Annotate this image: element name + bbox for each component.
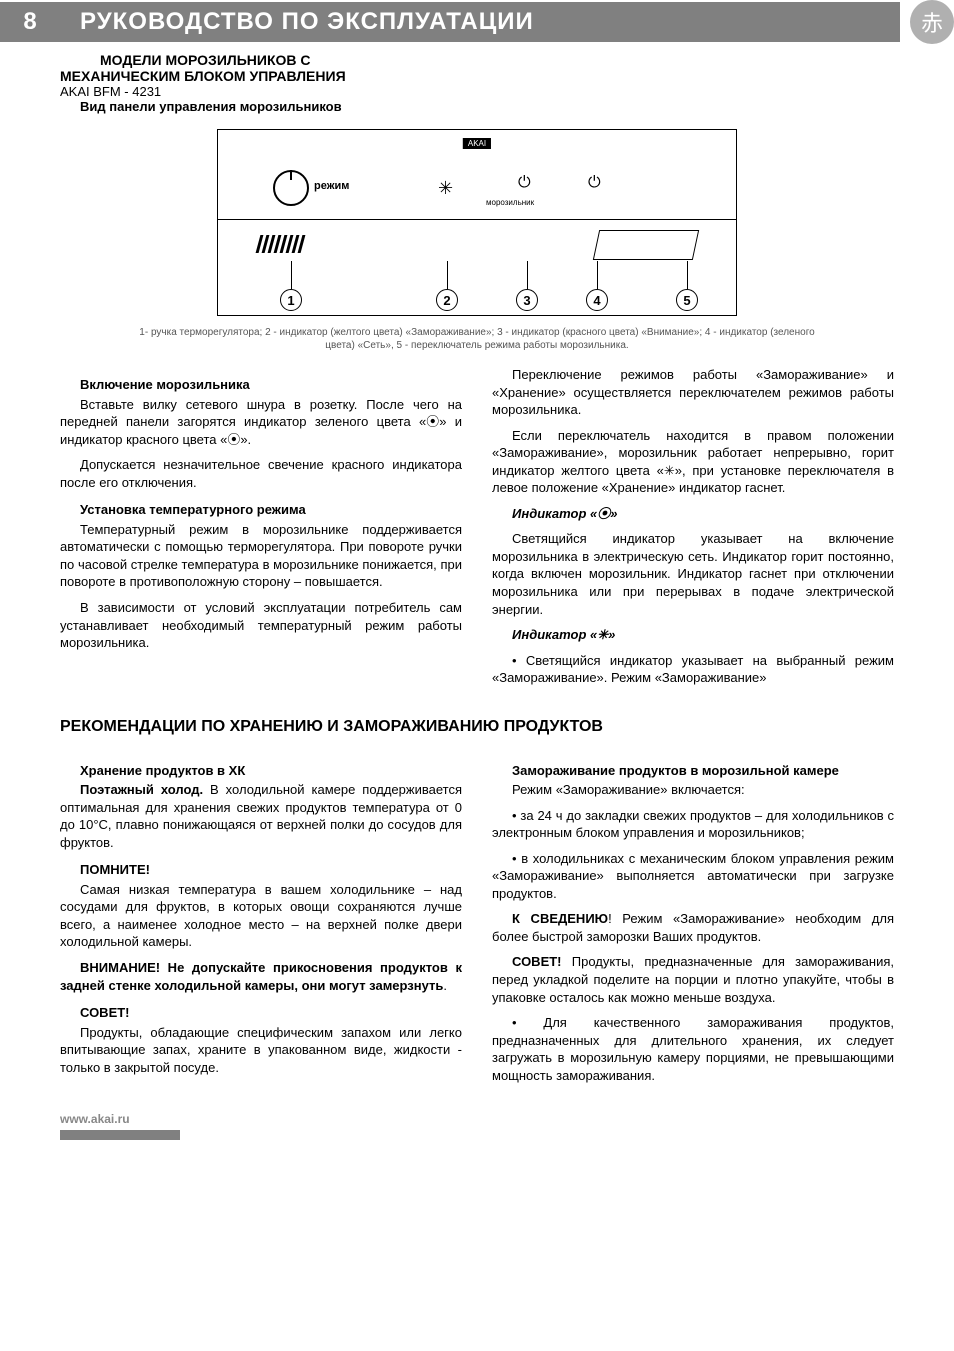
- callout-number: 5: [676, 289, 698, 311]
- para: Режим «Замораживание» включается:: [492, 781, 894, 799]
- indicator-icon: ⏻: [588, 174, 601, 192]
- callout-4: 4: [586, 261, 608, 311]
- two-column-section-1: Включение морозильника Вставьте вилку се…: [60, 366, 894, 695]
- callout-1: 1: [280, 261, 302, 311]
- bullet-item: • в холодильниках с механическим блоком …: [492, 850, 894, 903]
- footer-url: www.akai.ru: [60, 1112, 894, 1126]
- page-number: 8: [0, 2, 60, 42]
- subhead-indicator-1: Индикатор «⦿»: [492, 505, 894, 523]
- subhead-temperature: Установка температурного режима: [60, 501, 462, 519]
- tray-icon: [593, 230, 699, 260]
- subhead-power-on: Включение морозильника: [60, 376, 462, 394]
- page-footer: www.akai.ru: [60, 1112, 894, 1140]
- page-header: 8 РУКОВОДСТВО ПО ЭКСПЛУАТАЦИИ 赤: [0, 0, 954, 44]
- bullet-item: • Для качественного замораживания продук…: [492, 1014, 894, 1084]
- callout-5: 5: [676, 261, 698, 311]
- callout-number: 3: [516, 289, 538, 311]
- panel-title: Вид панели управления морозильников: [80, 99, 894, 114]
- para: Если переключатель находится в правом по…: [492, 427, 894, 497]
- para: Температурный режим в морозильнике подде…: [60, 521, 462, 591]
- diagram-caption: 1- ручка терморегулятора; 2 - индикатор …: [127, 326, 827, 352]
- subhead-freezing: Замораживание продуктов в морозильной ка…: [492, 762, 894, 780]
- model-title-block: МОДЕЛИ МОРОЗИЛЬНИКОВ С МЕХАНИЧЕСКИМ БЛОК…: [60, 52, 894, 114]
- subhead-indicator-2: Индикатор «✳»: [492, 626, 894, 644]
- snowflake-icon: ✳: [438, 178, 453, 199]
- para: Вставьте вилку сетевого шнура в розетку.…: [60, 396, 462, 449]
- left-column: Включение морозильника Вставьте вилку се…: [60, 366, 462, 695]
- control-panel-diagram: AKAI режим ✳ ⏻ морозильник ⏻ 1: [60, 129, 894, 316]
- model-title-line1: МОДЕЛИ МОРОЗИЛЬНИКОВ С: [100, 52, 894, 68]
- page-content: МОДЕЛИ МОРОЗИЛЬНИКОВ С МЕХАНИЧЕСКИМ БЛОК…: [0, 52, 954, 1180]
- para-warning: ВНИМАНИЕ! Не допускайте прикосновения пр…: [60, 959, 462, 994]
- subhead-remember: ПОМНИТЕ!: [60, 861, 462, 879]
- model-code: AKAI BFM - 4231: [60, 84, 894, 99]
- para: Светящийся индикатор указывает на включе…: [492, 530, 894, 618]
- two-column-section-2: Хранение продуктов в ХК Поэтажный холод.…: [60, 752, 894, 1093]
- para: Допускается незначительное свечение крас…: [60, 456, 462, 491]
- dial-label: режим: [314, 180, 349, 192]
- brand-logo-icon: 赤: [910, 0, 954, 44]
- subhead-advice: СОВЕТ!: [60, 1004, 462, 1022]
- section-heading-recommendations: РЕКОМЕНДАЦИИ ПО ХРАНЕНИЮ И ЗАМОРАЖИВАНИЮ…: [60, 717, 894, 738]
- callout-2: 2: [436, 261, 458, 311]
- para: Продукты, обладающие специфическим запах…: [60, 1024, 462, 1077]
- subhead-storage: Хранение продуктов в ХК: [60, 762, 462, 780]
- para-advice: СОВЕТ! Продукты, предназначенные для зам…: [492, 953, 894, 1006]
- para-note: К СВЕДЕНИЮ! Режим «Замораживание» необхо…: [492, 910, 894, 945]
- footer-stripe: [60, 1130, 180, 1140]
- bullet-item: • за 24 ч до закладки свежих продуктов –…: [492, 807, 894, 842]
- right-column: Переключение режимов работы «Замораживан…: [492, 366, 894, 695]
- power-switch-icon: ⏻: [518, 174, 531, 192]
- vent-icon: [258, 235, 338, 253]
- thermostat-dial-icon: [273, 170, 309, 206]
- right-column-2: Замораживание продуктов в морозильной ка…: [492, 752, 894, 1093]
- para: В зависимости от условий эксплуатации по…: [60, 599, 462, 652]
- switch-sublabel: морозильник: [486, 198, 534, 207]
- diagram-brand-label: AKAI: [463, 138, 491, 149]
- callout-3: 3: [516, 261, 538, 311]
- callout-number: 2: [436, 289, 458, 311]
- para: Переключение режимов работы «Замораживан…: [492, 366, 894, 419]
- callout-number: 4: [586, 289, 608, 311]
- callout-number: 1: [280, 289, 302, 311]
- para: Поэтажный холод. В холодильной камере по…: [60, 781, 462, 851]
- model-title-line2: МЕХАНИЧЕСКИМ БЛОКОМ УПРАВЛЕНИЯ: [60, 68, 894, 84]
- left-column-2: Хранение продуктов в ХК Поэтажный холод.…: [60, 752, 462, 1093]
- para: • Светящийся индикатор указывает на выбр…: [492, 652, 894, 687]
- para: Самая низкая температура в вашем холодил…: [60, 881, 462, 951]
- header-title: РУКОВОДСТВО ПО ЭКСПЛУАТАЦИИ: [60, 2, 900, 42]
